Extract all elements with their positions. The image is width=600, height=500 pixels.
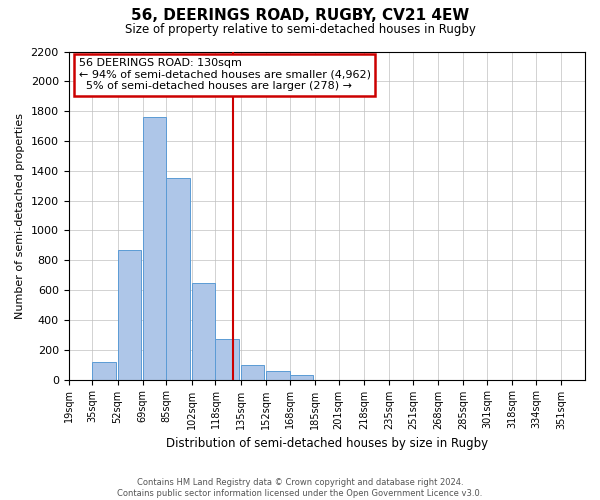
Bar [118, 250, 141, 380]
Bar [215, 340, 239, 380]
Bar [290, 375, 313, 380]
Text: Contains HM Land Registry data © Crown copyright and database right 2024.
Contai: Contains HM Land Registry data © Crown c… [118, 478, 482, 498]
Text: 56 DEERINGS ROAD: 130sqm
← 94% of semi-detached houses are smaller (4,962)
  5% : 56 DEERINGS ROAD: 130sqm ← 94% of semi-d… [79, 58, 371, 92]
X-axis label: Distribution of semi-detached houses by size in Rugby: Distribution of semi-detached houses by … [166, 437, 488, 450]
Bar [166, 178, 190, 380]
Text: 56, DEERINGS ROAD, RUGBY, CV21 4EW: 56, DEERINGS ROAD, RUGBY, CV21 4EW [131, 8, 469, 22]
Y-axis label: Number of semi-detached properties: Number of semi-detached properties [15, 112, 25, 318]
Bar [143, 117, 166, 380]
Bar [192, 284, 215, 380]
Bar [92, 362, 116, 380]
Bar [241, 364, 265, 380]
Text: Size of property relative to semi-detached houses in Rugby: Size of property relative to semi-detach… [125, 22, 475, 36]
Bar [266, 372, 290, 380]
